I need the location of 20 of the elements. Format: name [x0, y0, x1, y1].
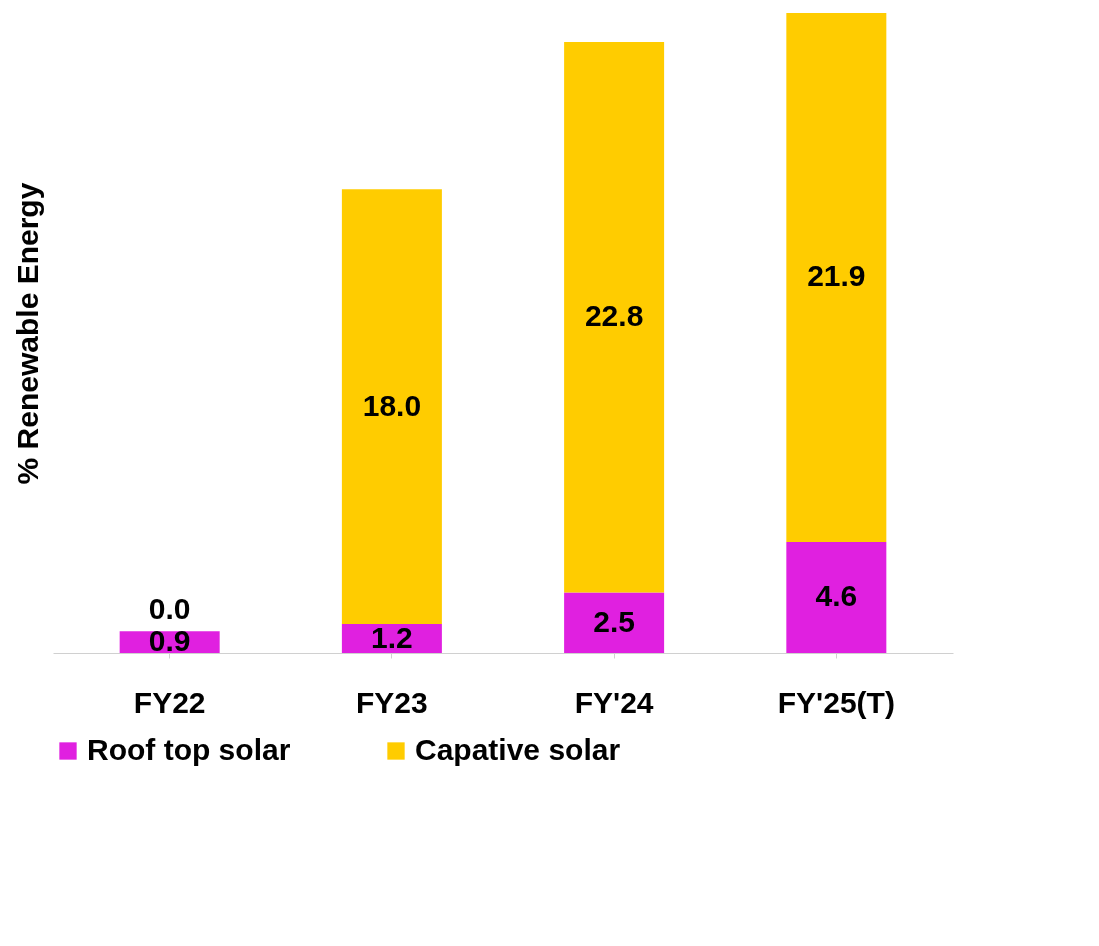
data-label: 22.8 [584, 299, 644, 333]
data-label: 0.0 [148, 592, 191, 626]
data-label: 21.9 [807, 259, 866, 293]
bar [564, 592, 665, 653]
x-tick-label: FY22 [133, 685, 206, 719]
data-label: 0.9 [148, 624, 191, 658]
legend-label: Roof top solar [87, 733, 291, 766]
bar [786, 13, 887, 542]
x-tick-label: FY'24 [574, 685, 654, 719]
legend-label: Capative solar [415, 733, 621, 766]
data-label: 18.0 [362, 388, 422, 422]
bar [564, 41, 665, 593]
x-tick-label: FY23 [356, 685, 428, 719]
x-tick-label: FY'25(T) [777, 685, 895, 719]
bar [786, 541, 887, 653]
y-axis-title: % Renewable Energy [10, 182, 44, 485]
data-label: 4.6 [815, 579, 858, 613]
data-label: 1.2 [371, 620, 413, 654]
bar [341, 189, 442, 625]
data-label: 2.5 [593, 604, 635, 638]
